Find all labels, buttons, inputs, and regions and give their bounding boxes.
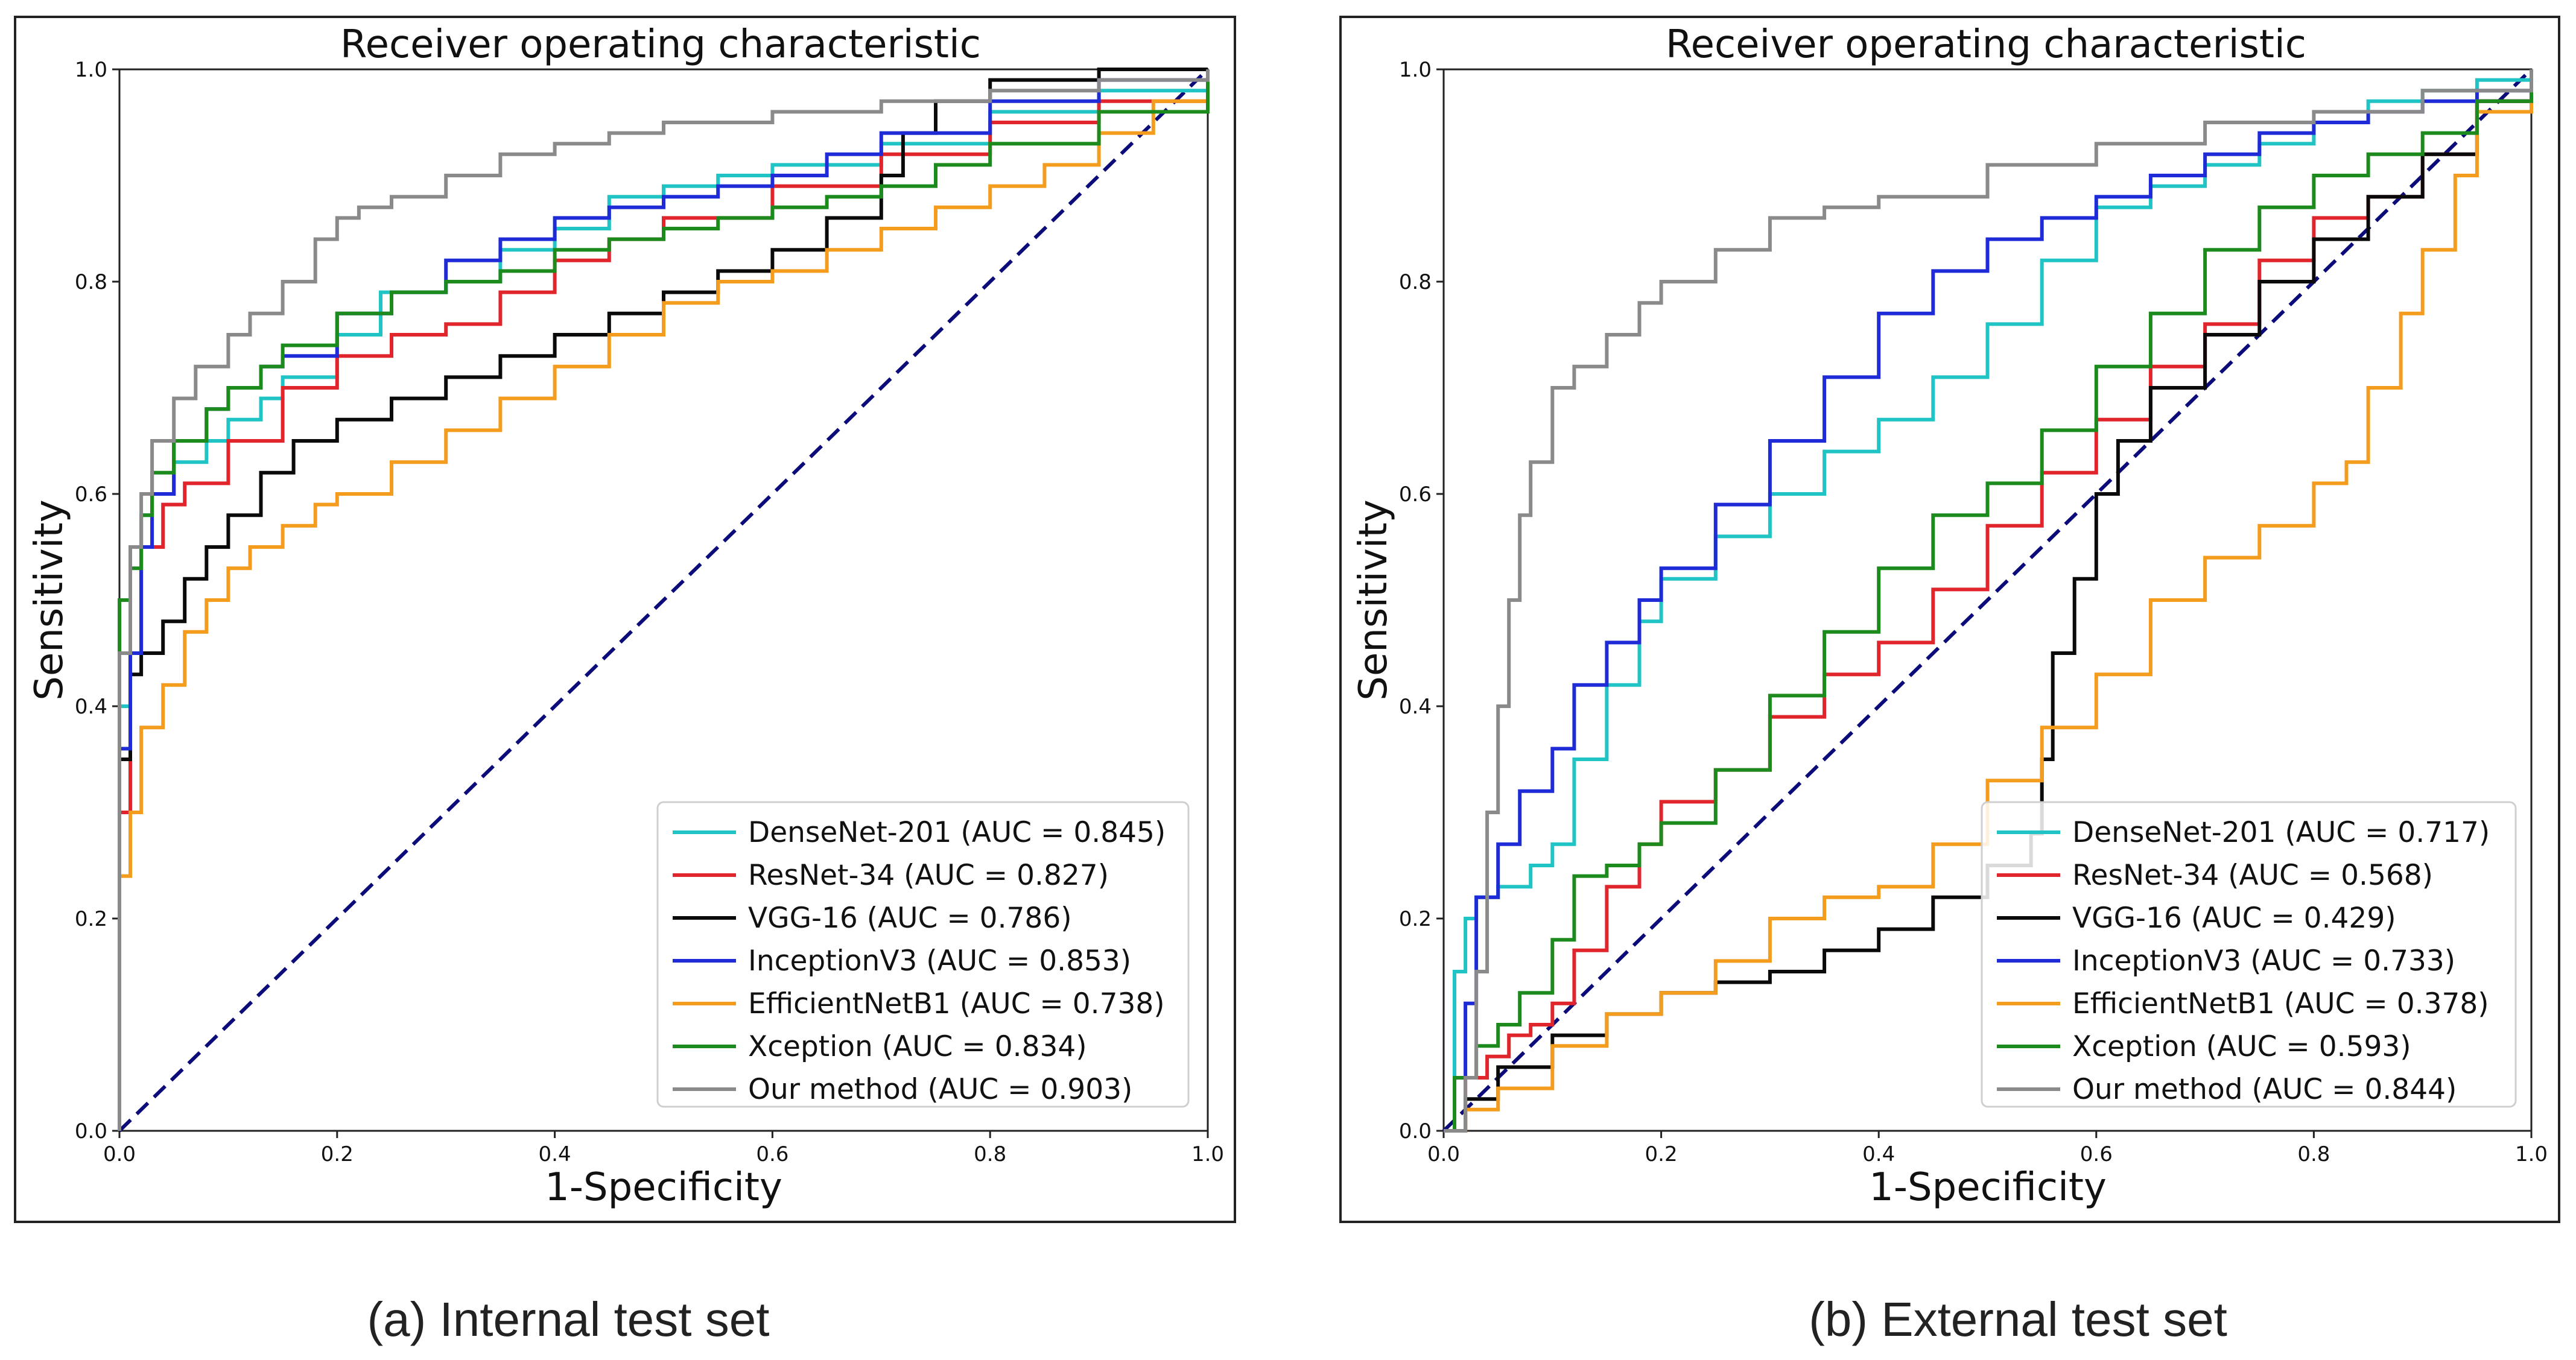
chart-title: Receiver operating characteristic [1666, 22, 2306, 67]
y-tick-label: 0.2 [75, 907, 107, 931]
x-tick-label: 0.2 [1645, 1142, 1678, 1166]
y-axis-label: Sensitivity [1351, 499, 1396, 700]
x-tick-label: 0.2 [321, 1142, 354, 1166]
x-tick-label: 1.0 [1191, 1142, 1224, 1166]
x-tick-label: 1.0 [2515, 1142, 2548, 1166]
panel-internal: Receiver operating characteristic 0.0 0.2… [14, 16, 1236, 1346]
series-line-our-method [1444, 69, 2533, 1133]
chance-diagonal-line [118, 68, 1210, 1133]
chance-diagonal-line [1442, 68, 2533, 1133]
x-tick-label: 0.6 [2080, 1142, 2113, 1166]
x-tick-label: 0.0 [1427, 1142, 1460, 1166]
y-tick-label: 0.0 [75, 1119, 107, 1143]
series-line-efficientnetb1 [1444, 69, 2533, 1133]
series-line-inceptionv3 [118, 69, 1210, 1131]
legend: DenseNet-201 (AUC = 0.845) ResNet-34 (AUC… [656, 801, 1190, 1108]
y-tick-label: 1.0 [1399, 58, 1432, 82]
y-tick-label: 0.0 [1399, 1119, 1432, 1143]
legend-entry: ResNet-34 (AUC = 0.827) [748, 859, 1109, 892]
legend-entry: Our method (AUC = 0.844) [2072, 1073, 2457, 1106]
x-tick-label: 0.0 [103, 1142, 136, 1166]
x-axis-label: 1-Specificity [545, 1165, 782, 1210]
series-line-xception [1444, 69, 2533, 1133]
legend-box [656, 801, 1190, 1108]
legend-entry: VGG-16 (AUC = 0.786) [748, 902, 1072, 935]
y-tick-label: 0.8 [75, 270, 107, 294]
series-layer [118, 68, 1210, 1133]
series-line-xception [118, 69, 1210, 1131]
legend-entry: DenseNet-201 (AUC = 0.845) [748, 816, 1166, 849]
y-tick-label: 0.2 [1399, 907, 1432, 931]
y-tick-label: 0.8 [1399, 270, 1432, 294]
y-tick-label: 0.6 [1399, 482, 1432, 507]
series-line-resnet-34 [1444, 69, 2533, 1133]
series-line-resnet-34 [118, 69, 1210, 1131]
legend-entry: ResNet-34 (AUC = 0.568) [2072, 859, 2433, 892]
legend-entry: Xception (AUC = 0.593) [2072, 1030, 2411, 1063]
x-axis-label: 1-Specificity [1869, 1165, 2107, 1210]
legend-entry: EfficientNetB1 (AUC = 0.378) [2072, 987, 2489, 1020]
series-line-densenet-201 [1444, 69, 2533, 1133]
y-tick-label: 0.4 [75, 695, 107, 719]
legend-entry: VGG-16 (AUC = 0.429) [2072, 902, 2396, 935]
legend-box [1981, 801, 2517, 1108]
panel-external: Receiver operating characteristic 0.0 0.2… [1339, 16, 2560, 1346]
series-line-our-method [118, 69, 1210, 1131]
y-tick-label: 0.4 [1399, 695, 1432, 719]
chart-title: Receiver operating characteristic [340, 22, 981, 67]
legend-entry: Our method (AUC = 0.903) [748, 1073, 1132, 1106]
series-line-efficientnetb1 [118, 69, 1210, 1131]
tick-layer: 0.0 0.2 0.4 0.6 0.8 1.0 0.0 0.2 0.4 0.6 0.8 1.0 [1399, 58, 2548, 1166]
legend-entry: DenseNet-201 (AUC = 0.717) [2072, 816, 2490, 849]
panel-caption: (a) Internal test set [367, 1292, 770, 1346]
x-tick-label: 0.8 [2297, 1142, 2330, 1166]
series-line-vgg-16 [118, 68, 1208, 1131]
legend-entry: InceptionV3 (AUC = 0.733) [2072, 944, 2455, 978]
legend-entry: EfficientNetB1 (AUC = 0.738) [748, 987, 1165, 1020]
panel-caption: (b) External test set [1809, 1292, 2227, 1346]
x-tick-label: 0.4 [539, 1142, 571, 1166]
x-tick-label: 0.4 [1862, 1142, 1895, 1166]
x-tick-label: 0.6 [756, 1142, 788, 1166]
tick-layer: 0.0 0.2 0.4 0.6 0.8 1.0 0.0 0.2 0.4 0.6 0.8 1.0 [75, 58, 1224, 1166]
y-axis-label: Sensitivity [27, 499, 72, 700]
y-tick-label: 1.0 [75, 58, 107, 82]
legend-entry: Xception (AUC = 0.834) [748, 1030, 1087, 1063]
series-line-inceptionv3 [1444, 69, 2533, 1133]
x-tick-label: 0.8 [974, 1142, 1006, 1166]
legend-entry: InceptionV3 (AUC = 0.853) [748, 944, 1131, 978]
legend: DenseNet-201 (AUC = 0.717) ResNet-34 (AUC… [1981, 801, 2517, 1108]
y-tick-label: 0.6 [75, 482, 107, 507]
